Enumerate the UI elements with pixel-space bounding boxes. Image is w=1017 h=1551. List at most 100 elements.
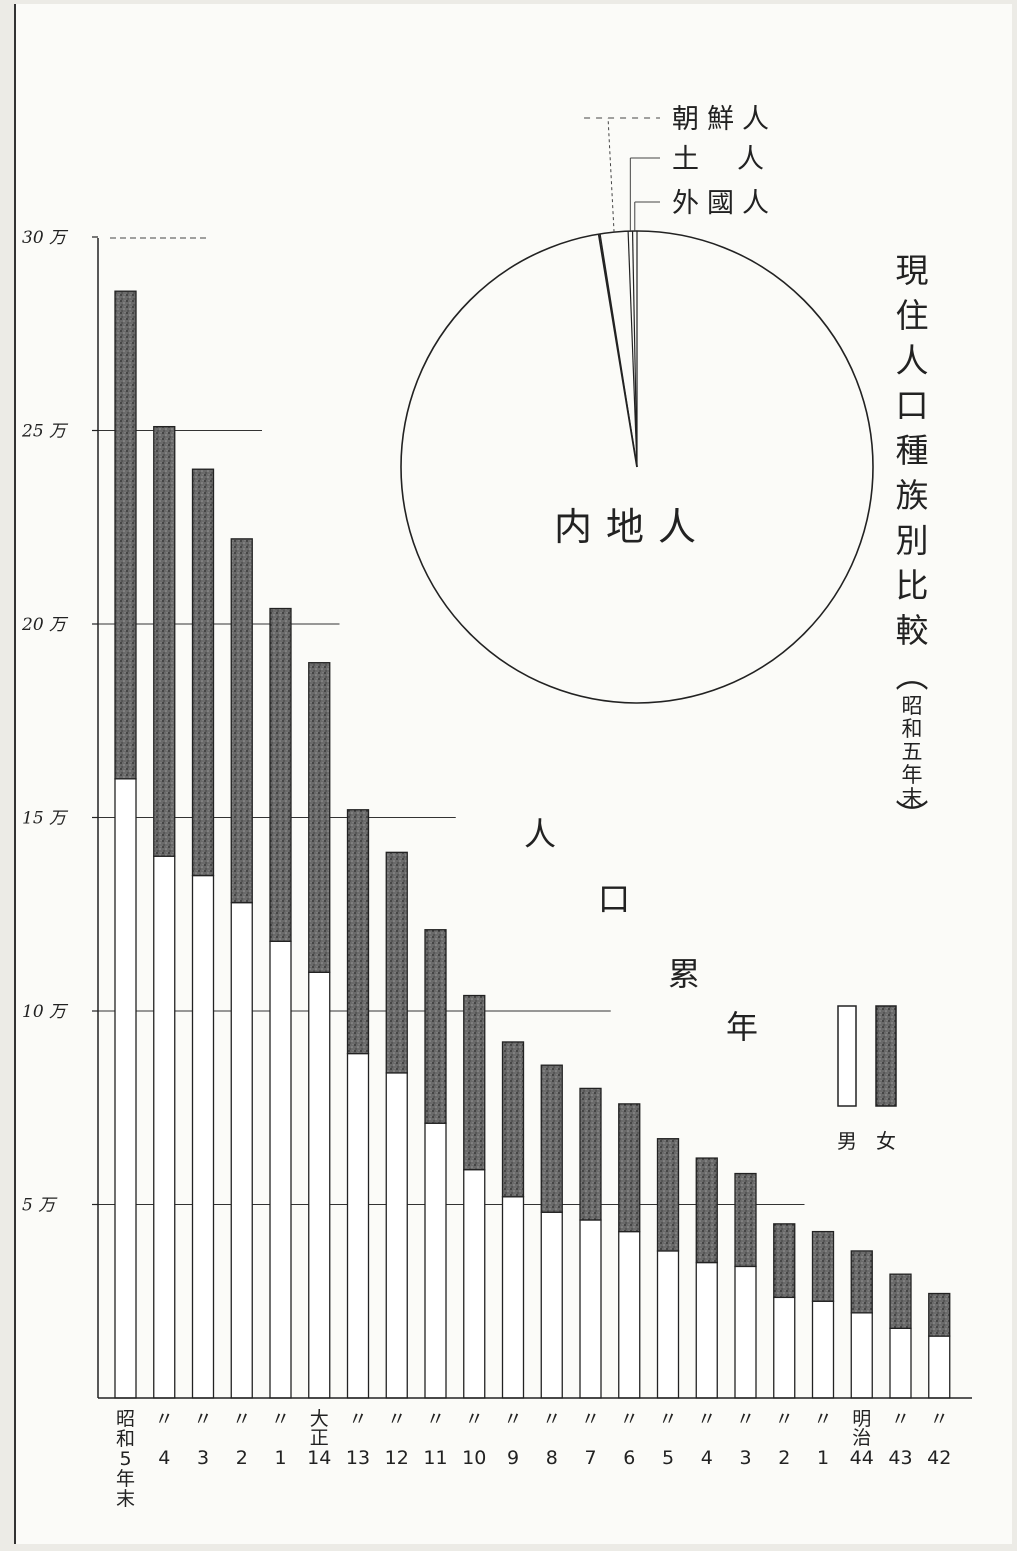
x-tick-ditto: 〃: [503, 1408, 522, 1430]
bar-male: [735, 1266, 756, 1398]
pie-slices: [599, 231, 637, 467]
bar-male: [929, 1336, 950, 1398]
legend: 男 女: [837, 1006, 896, 1153]
bar-male: [309, 972, 330, 1398]
x-tick-ditto: 〃: [387, 1408, 406, 1430]
x-tick-ditto: 〃: [426, 1408, 445, 1430]
x-tick-ditto: 〃: [930, 1408, 949, 1430]
x-tick-labels: 昭和 5 年末〃4〃3〃2〃1大正14〃13〃12〃11〃10〃9〃8〃7〃6〃5〃…: [116, 1408, 951, 1510]
x-tick-label: 昭和 5 年末: [116, 1408, 135, 1510]
x-tick-ditto: 〃: [155, 1408, 174, 1430]
y-tick-label: 30 万: [22, 228, 69, 248]
bar-female: [890, 1274, 911, 1328]
bar-male: [890, 1328, 911, 1398]
x-tick-ditto: 〃: [193, 1408, 212, 1430]
x-tick-label: 1: [817, 1447, 829, 1469]
x-tick-label: 10: [462, 1447, 486, 1469]
x-tick-era: 大正: [310, 1408, 329, 1449]
bar-male: [193, 876, 214, 1398]
x-tick-ditto: 〃: [232, 1408, 251, 1430]
bar-female: [270, 609, 291, 942]
x-tick-label: 11: [423, 1447, 447, 1469]
pie-label-naichijin: 内地人: [554, 505, 710, 549]
x-tick-label: 2: [236, 1447, 248, 1469]
x-tick-ditto: 〃: [620, 1408, 639, 1430]
x-tick-ditto: 〃: [348, 1408, 367, 1430]
x-tick-label: 14: [307, 1447, 331, 1469]
x-tick-label: 6: [623, 1447, 635, 1469]
y-tick-label: 20 万: [21, 615, 69, 635]
bar-female: [348, 810, 369, 1054]
pie-callout-label: 朝鮮人: [672, 104, 777, 135]
bar-male: [774, 1297, 795, 1398]
x-tick-ditto: 〃: [658, 1408, 677, 1430]
legend-label-female: 女: [876, 1129, 896, 1153]
x-tick-label: 9: [507, 1447, 519, 1469]
pie-callout-label: 外國人: [672, 188, 777, 219]
bar-female: [619, 1104, 640, 1232]
pie-slice-boundary: [633, 231, 637, 467]
bar-female: [580, 1088, 601, 1220]
bar-male: [115, 779, 136, 1398]
bar-female: [696, 1158, 717, 1262]
bar-female: [464, 996, 485, 1170]
bar-female: [193, 469, 214, 875]
bar-male: [503, 1197, 524, 1398]
y-tick-label: 10 万: [22, 1002, 69, 1022]
bar-female: [658, 1139, 679, 1251]
bar-female: [541, 1065, 562, 1212]
x-tick-ditto: 〃: [697, 1408, 716, 1430]
bar-male: [425, 1123, 446, 1398]
x-tick-label: 1: [274, 1447, 286, 1469]
bar-male: [154, 856, 175, 1398]
bar-male: [619, 1232, 640, 1398]
bar-female: [154, 427, 175, 857]
bar-female: [425, 930, 446, 1124]
pie-chart-title: 現住人口種族別比較︵昭和五年末︶: [896, 251, 929, 836]
y-tick-label: 15 万: [22, 809, 69, 829]
x-tick-ditto: 〃: [775, 1408, 794, 1430]
x-tick-label: 4: [701, 1447, 713, 1469]
y-tick-label: 25 万: [21, 422, 69, 442]
x-tick-label: 13: [346, 1447, 370, 1469]
x-tick-ditto: 〃: [542, 1408, 561, 1430]
pie-leader-line: [608, 118, 614, 232]
x-tick-era: 明治: [852, 1408, 871, 1449]
x-tick-label: 43: [888, 1447, 912, 1469]
bar-female: [851, 1251, 872, 1313]
bar-male: [696, 1263, 717, 1398]
bar-female: [309, 663, 330, 973]
bar-female: [386, 852, 407, 1073]
x-tick-ditto: 〃: [271, 1408, 290, 1430]
x-tick-ditto: 〃: [736, 1408, 755, 1430]
legend-swatch-female: [876, 1006, 896, 1106]
bar-male: [851, 1313, 872, 1398]
x-tick-label: 12: [385, 1447, 409, 1469]
bar-female: [774, 1224, 795, 1298]
bar-female: [503, 1042, 524, 1197]
legend-swatch-male: [838, 1006, 856, 1106]
pie-slice-boundary: [628, 231, 637, 467]
x-tick-label: 7: [584, 1447, 596, 1469]
bar-male: [580, 1220, 601, 1398]
x-tick-label: 5: [662, 1447, 674, 1469]
bar-female: [115, 291, 136, 779]
bar-male: [658, 1251, 679, 1398]
bar-female: [929, 1294, 950, 1337]
y-tick-label: 5 万: [22, 1196, 58, 1216]
bar-female: [735, 1174, 756, 1267]
pie-slice-boundary: [599, 234, 637, 467]
y-tick-labels: 5 万 10 万 15 万 20 万 25 万 30 万: [21, 228, 98, 1216]
x-tick-ditto: 〃: [813, 1408, 832, 1430]
bar-male: [270, 941, 291, 1398]
bar-male: [231, 903, 252, 1398]
bar-male: [813, 1301, 834, 1398]
x-tick-label: 44: [850, 1447, 874, 1469]
x-tick-label: 8: [546, 1447, 558, 1469]
bar-female: [813, 1232, 834, 1302]
x-tick-ditto: 〃: [891, 1408, 910, 1430]
x-tick-label: 4: [158, 1447, 170, 1469]
